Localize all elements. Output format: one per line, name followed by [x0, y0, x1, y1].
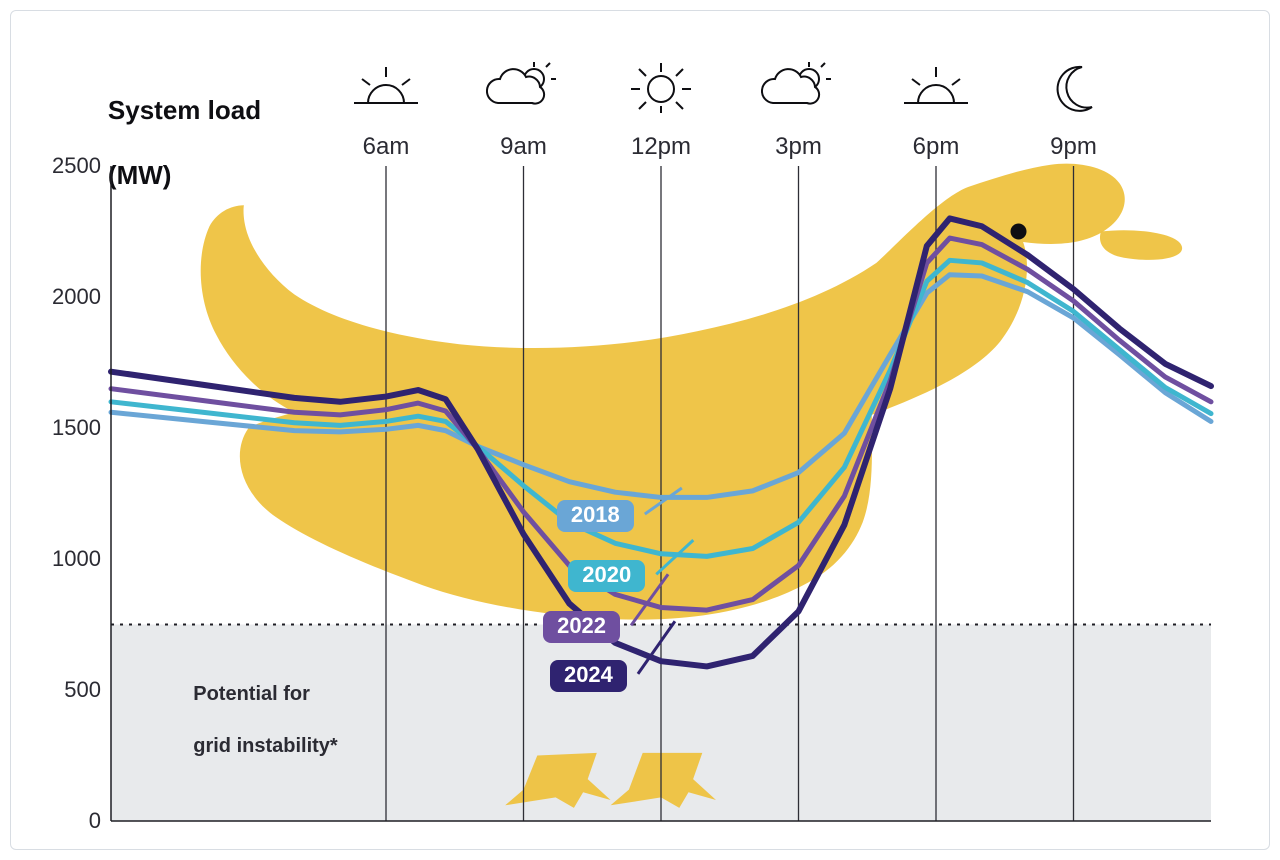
instability-label: Potential for grid instability* — [171, 655, 338, 785]
series-badge-2024: 2024 — [550, 660, 627, 692]
instability-label-line2: grid instability* — [193, 735, 337, 757]
series-badge-2020: 2020 — [568, 560, 645, 592]
series-badge-2022: 2022 — [543, 611, 620, 643]
instability-label-line1: Potential for — [193, 683, 310, 705]
chart-card: System load (MW) 6am9am12pm3pm6pm9pm 050… — [10, 10, 1270, 850]
series-badge-2018: 2018 — [557, 500, 634, 532]
